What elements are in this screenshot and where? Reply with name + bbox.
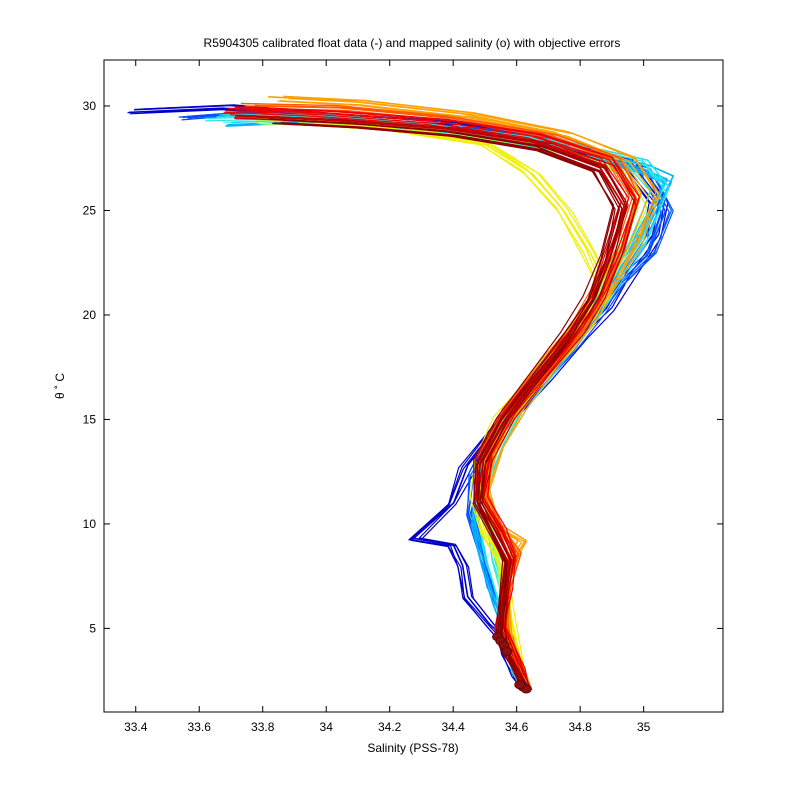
series-line-4-3 xyxy=(256,117,637,689)
series-line-9-3 xyxy=(236,114,629,690)
series-line-7-3 xyxy=(240,102,630,688)
series-line-4-4 xyxy=(263,123,648,692)
x-tick-label-3: 34 xyxy=(320,720,334,734)
series-line-1-0 xyxy=(182,110,667,690)
x-tick-label-4: 34.2 xyxy=(378,720,402,734)
series-line-4-5 xyxy=(256,122,639,691)
series-line-2-3 xyxy=(225,120,665,691)
series-line-8-3 xyxy=(225,110,627,690)
x-tick-label-0: 33.4 xyxy=(124,720,148,734)
series-line-3-3 xyxy=(216,114,664,689)
series-line-6-3 xyxy=(288,98,661,690)
series-line-3-2 xyxy=(205,118,652,691)
series-line-7-0 xyxy=(254,104,641,690)
series-line-5-2 xyxy=(287,119,598,688)
y-tick-label-0: 5 xyxy=(89,621,96,635)
y-tick-label-1: 10 xyxy=(83,517,97,531)
series-line-0-2 xyxy=(128,107,655,691)
y-axis-label: θ ˚ C xyxy=(53,373,67,399)
series-line-10-0 xyxy=(280,122,623,691)
y-tick-label-2: 15 xyxy=(83,412,97,426)
series-line-1-2 xyxy=(181,113,662,691)
series-line-1-5 xyxy=(187,111,670,691)
series-line-7-5 xyxy=(249,107,638,691)
series-line-10-1 xyxy=(268,118,615,689)
series-line-7-4 xyxy=(244,105,633,690)
series-line-4-2 xyxy=(259,123,639,691)
series-line-0-5 xyxy=(129,108,652,692)
x-axis-label: Salinity (PSS-78) xyxy=(367,741,458,755)
y-axis: 5 10 15 20 25 30 xyxy=(83,99,723,635)
series-line-3-0 xyxy=(225,113,670,689)
x-tick-label-7: 34.8 xyxy=(568,720,592,734)
series-line-6-5 xyxy=(277,100,649,692)
x-tick-label-5: 34.4 xyxy=(441,720,465,734)
series-line-3-4 xyxy=(222,119,668,692)
series-line-5-3 xyxy=(298,122,611,690)
series-line-4-0 xyxy=(254,119,639,690)
series-line-6-1 xyxy=(284,96,660,689)
series-line-2-0 xyxy=(235,114,675,688)
series-line-0-1 xyxy=(144,107,669,691)
plot-area xyxy=(127,95,675,694)
mapped-salinity-marker-3 xyxy=(501,646,513,656)
x-tick-label-1: 33.6 xyxy=(188,720,212,734)
series-line-2-4 xyxy=(231,117,668,690)
series-line-6-0 xyxy=(268,96,642,689)
series-line-9-1 xyxy=(248,115,637,690)
series-line-8-4 xyxy=(241,106,640,688)
y-tick-label-3: 20 xyxy=(83,308,97,322)
series-line-2-2 xyxy=(225,121,665,692)
x-axis: 33.4 33.6 33.8 34 34.2 34.4 34.6 34.8 35 xyxy=(124,60,651,734)
series-line-7-1 xyxy=(252,108,639,691)
series-line-1-3 xyxy=(178,110,662,690)
x-tick-label-8: 35 xyxy=(637,720,651,734)
series-line-0-3 xyxy=(140,104,666,689)
series-line-8-0 xyxy=(234,106,636,688)
x-tick-label-6: 34.6 xyxy=(505,720,529,734)
series-line-1-1 xyxy=(187,109,674,690)
series-line-2-1 xyxy=(227,119,667,691)
series-line-10-3 xyxy=(272,122,616,691)
y-tick-label-5: 30 xyxy=(83,99,97,113)
series-line-0-4 xyxy=(127,107,650,691)
series-line-7-2 xyxy=(240,103,628,688)
series-layer xyxy=(127,95,675,694)
series-line-5-0 xyxy=(297,123,609,690)
series-line-8-1 xyxy=(235,109,637,689)
series-line-9-0 xyxy=(234,117,626,692)
series-line-0-0 xyxy=(134,104,661,690)
series-line-10-5 xyxy=(273,122,615,691)
plot-frame xyxy=(103,59,724,713)
series-line-5-5 xyxy=(288,123,600,690)
series-line-8-2 xyxy=(227,107,630,689)
series-line-3-1 xyxy=(206,115,652,690)
series-line-4-1 xyxy=(257,117,640,689)
chart-title: R5904305 calibrated float data (-) and m… xyxy=(204,36,621,50)
series-line-9-2 xyxy=(234,115,627,691)
series-line-3-5 xyxy=(219,112,666,688)
series-line-9-4 xyxy=(236,114,627,690)
series-line-2-5 xyxy=(235,120,673,691)
series-line-1-4 xyxy=(186,109,673,690)
series-line-10-2 xyxy=(283,119,628,690)
x-tick-label-2: 33.8 xyxy=(251,720,275,734)
series-line-10-4 xyxy=(277,123,621,691)
mapped-salinity-marker-6 xyxy=(514,680,526,690)
y-tick-label-4: 25 xyxy=(83,203,97,217)
